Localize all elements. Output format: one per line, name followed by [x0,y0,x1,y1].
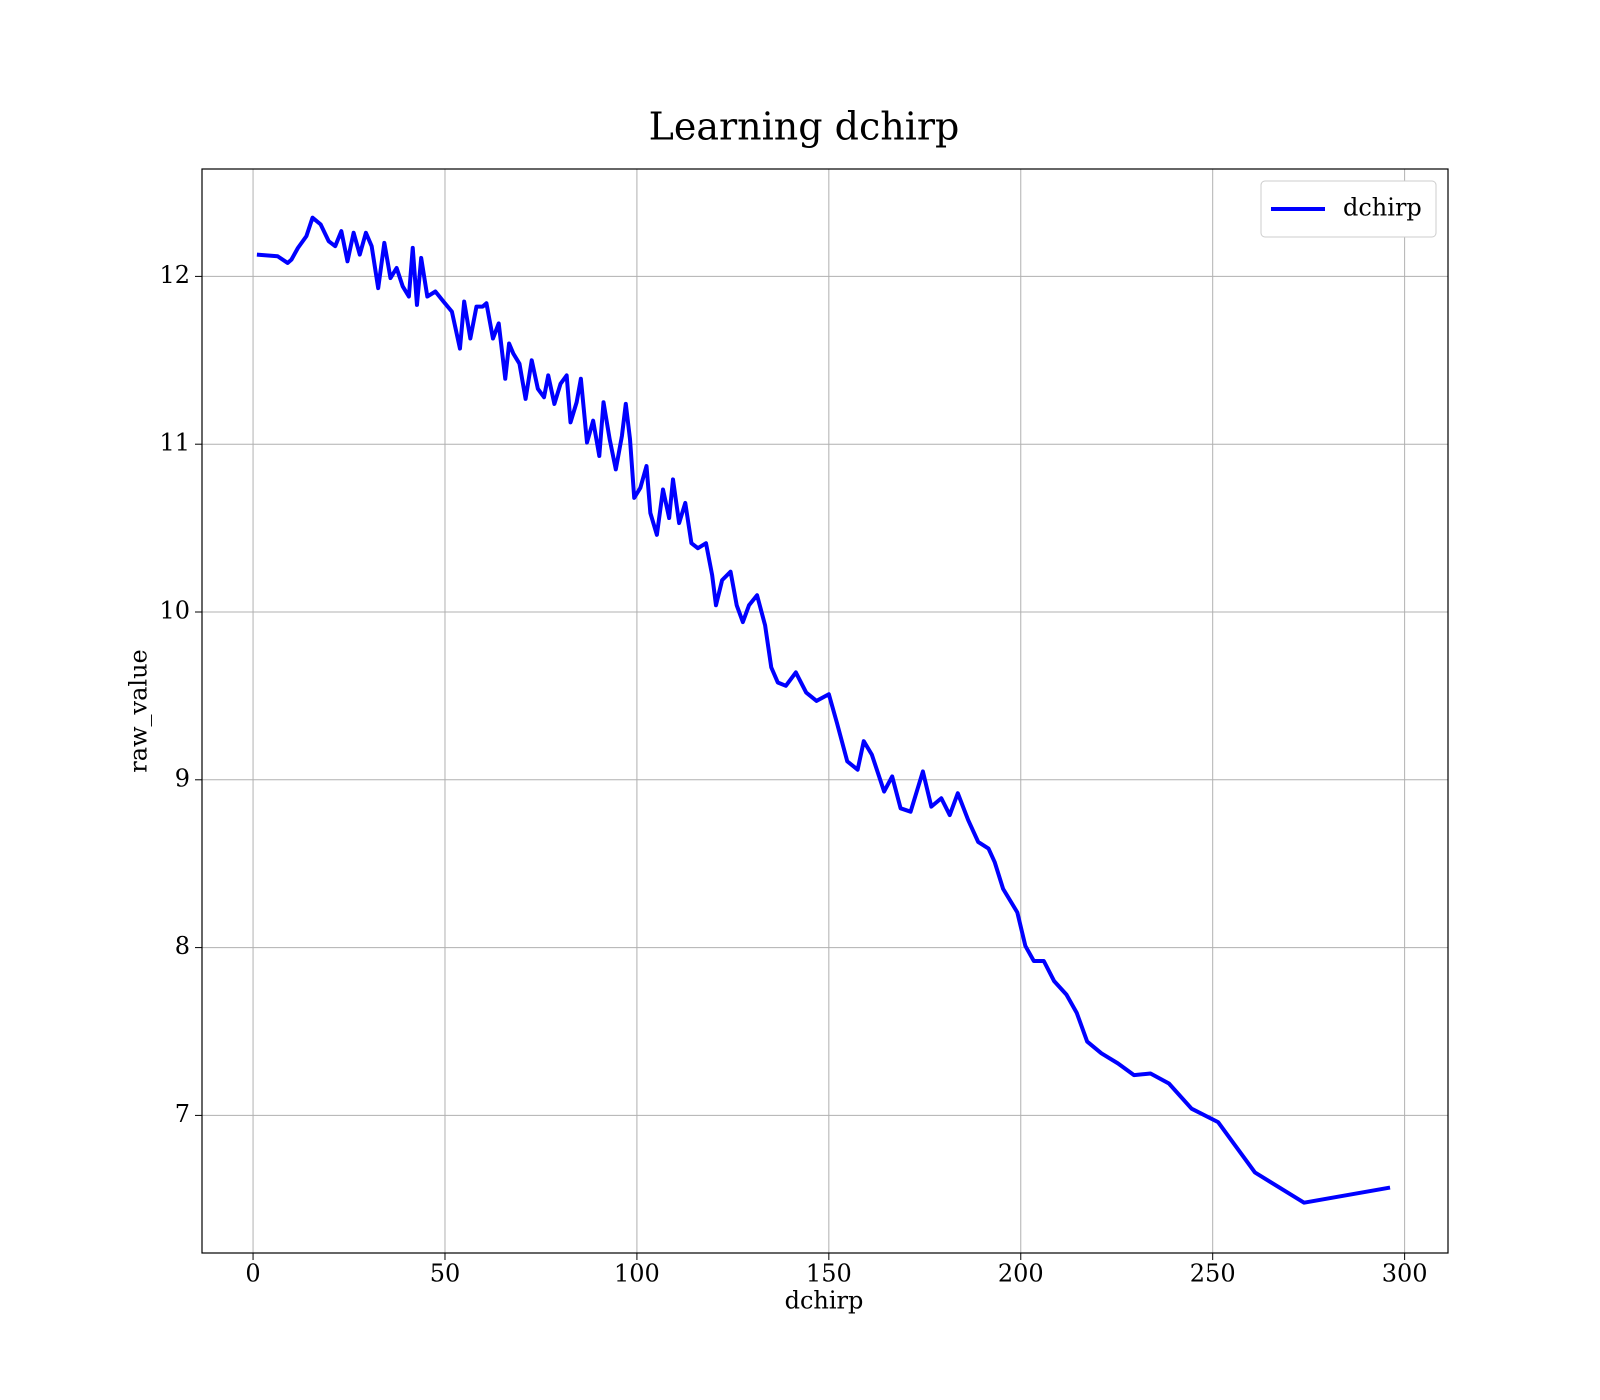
y-tick-label: 7 [175,1100,190,1128]
x-tick-label: 50 [430,1260,461,1288]
y-tick-label: 12 [159,261,190,289]
legend-box [1260,180,1437,238]
y-tick-label: 10 [159,596,190,624]
y-tick-label: 8 [175,932,190,960]
legend-label: dchirp [1343,194,1422,222]
y-axis-label: raw_value [125,649,153,773]
x-axis-label: dchirp [785,1287,864,1315]
x-tick-label: 150 [806,1260,852,1288]
x-tick-label: 300 [1382,1260,1428,1288]
y-tick-label: 11 [159,429,190,457]
chart-title: Learning dchirp [649,105,960,149]
x-tick-label: 0 [245,1260,260,1288]
y-tick-label: 9 [175,764,190,792]
x-tick-label: 200 [998,1260,1044,1288]
x-tick-label: 250 [1190,1260,1236,1288]
plot-frame [201,168,1449,1254]
x-tick-label: 100 [614,1260,660,1288]
data-line [256,215,1391,1205]
